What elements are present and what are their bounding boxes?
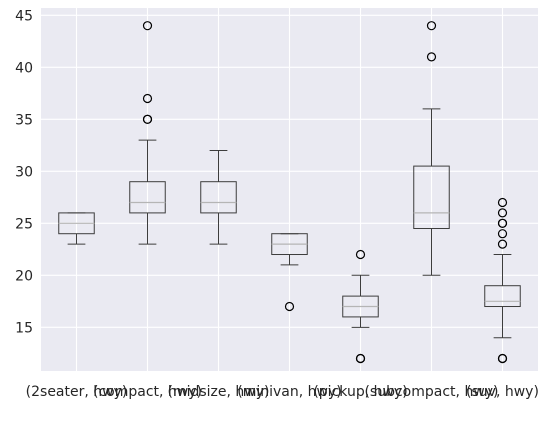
box-group: [58, 212, 95, 245]
outlier-point: [497, 353, 508, 364]
y-tick-label: 30: [15, 164, 33, 180]
y-tick-label: 40: [15, 60, 33, 76]
y-tick-label: 45: [15, 8, 33, 24]
outlier-point: [142, 21, 153, 31]
outlier-point: [497, 208, 508, 218]
y-tick-label: 15: [15, 320, 33, 336]
outlier-point: [142, 114, 153, 124]
box-group: [413, 21, 450, 276]
x-tick-label: (pickup, hwy): [313, 384, 407, 400]
x-axis-tick-labels: (2seater, hwy)(compact, hwy)(midsize, hw…: [26, 384, 539, 400]
outlier-point: [426, 52, 437, 62]
x-tick-label: (suv, hwy): [466, 384, 539, 400]
y-tick-label: 35: [15, 112, 33, 128]
box-group: [129, 21, 166, 245]
x-tick-label: (midsize, hwy): [168, 384, 270, 400]
x-tick-label: (2seater, hwy): [26, 384, 128, 400]
x-tick-label: (subcompact, hwy): [364, 384, 498, 400]
outlier-point: [284, 301, 295, 312]
box-group: [484, 197, 521, 364]
outlier-point: [142, 93, 153, 104]
outlier-point: [355, 249, 366, 260]
boxes: [58, 21, 521, 364]
outlier-point: [497, 218, 508, 228]
box-group: [342, 249, 379, 364]
box-iqr: [200, 181, 237, 214]
outlier-point: [497, 229, 508, 239]
outlier-point: [497, 197, 508, 208]
box-iqr: [484, 285, 521, 308]
box-iqr: [129, 181, 166, 214]
x-tick-label: (compact, hwy): [93, 384, 202, 400]
outlier-point: [355, 353, 366, 364]
y-tick-label: 25: [15, 216, 33, 232]
outlier-point: [497, 239, 508, 249]
x-tick-label: (minivan, hwy): [237, 384, 341, 400]
y-axis-tick-labels: 15 20 25 30 35 40 45: [15, 8, 33, 336]
outlier-point: [426, 21, 437, 31]
box-group: [200, 149, 237, 245]
box-group: [271, 233, 308, 312]
y-tick-label: 20: [15, 268, 33, 284]
box-iqr: [413, 165, 450, 230]
